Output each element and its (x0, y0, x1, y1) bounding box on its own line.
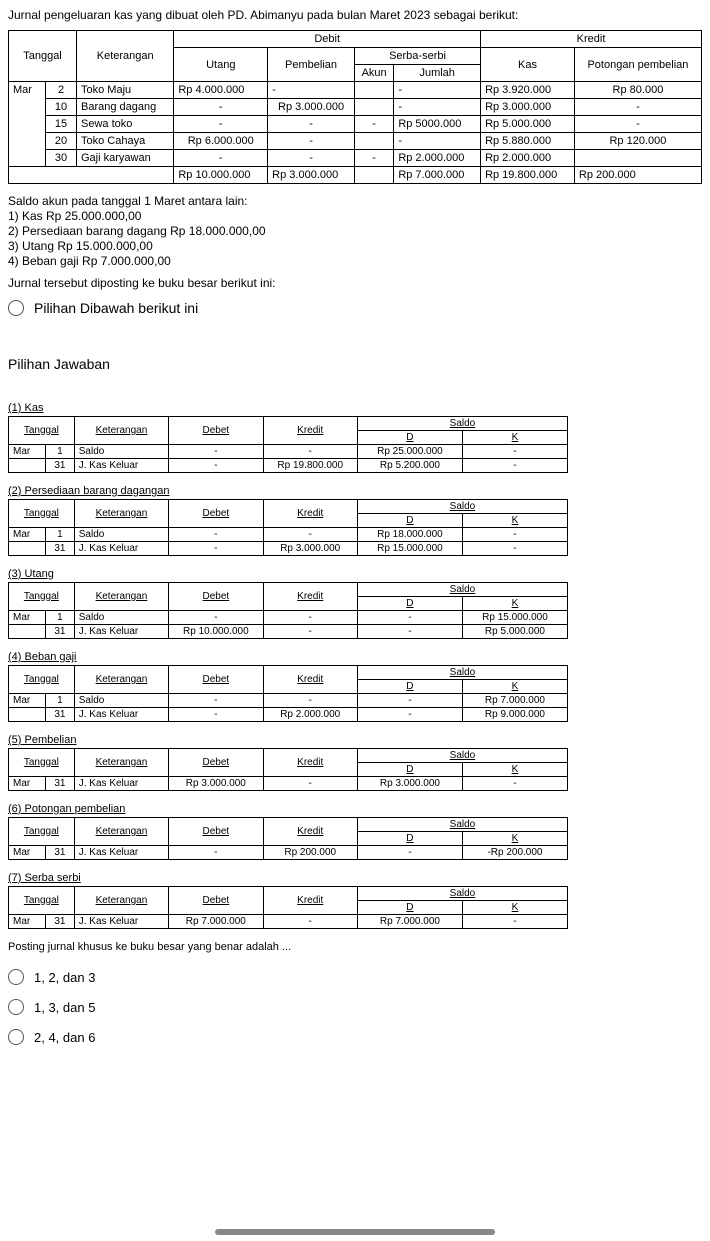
table-row: 31J. Kas Keluar-Rp 2.000.000-Rp 9.000.00… (9, 708, 568, 722)
th-debit: Debit (174, 31, 481, 48)
journal-table: Tanggal Keterangan Debit Kredit Utang Pe… (8, 30, 702, 184)
table-row: 15Sewa toko---Rp 5000.000Rp 5.000.000- (9, 116, 702, 133)
note-1: 1) Kas Rp 25.000.000,00 (8, 209, 702, 223)
ledger-block: (1) Kas TanggalKeteranganDebetKreditSald… (8, 402, 702, 473)
answer-label: 1, 3, dan 5 (34, 1000, 95, 1015)
ledger-title: (2) Persediaan barang dagangan (8, 485, 702, 497)
table-row: 20Toko CahayaRp 6.000.000--Rp 5.880.000R… (9, 133, 702, 150)
table-row: Mar2Toko MajuRp 4.000.000--Rp 3.920.000R… (9, 82, 702, 99)
radio-icon (8, 999, 24, 1015)
ledger-table: TanggalKeteranganDebetKreditSaldo DK Mar… (8, 665, 568, 722)
top-option-label: Pilihan Dibawah berikut ini (34, 300, 198, 316)
notes-head: Saldo akun pada tanggal 1 Maret antara l… (8, 194, 702, 208)
table-row: 31J. Kas Keluar-Rp 3.000.000Rp 15.000.00… (9, 542, 568, 556)
top-option[interactable]: Pilihan Dibawah berikut ini (8, 300, 702, 316)
answer-option[interactable]: 2, 4, dan 6 (8, 1029, 702, 1045)
ledger-title: (4) Beban gaji (8, 651, 702, 663)
th-akun: Akun (354, 65, 393, 82)
table-row: 10Barang dagang-Rp 3.000.000-Rp 3.000.00… (9, 99, 702, 116)
th-utang: Utang (174, 48, 268, 82)
ledger-block: (4) Beban gaji TanggalKeteranganDebetKre… (8, 651, 702, 722)
th-serba: Serba-serbi (354, 48, 480, 65)
answer-label: 1, 2, dan 3 (34, 970, 95, 985)
ledger-table: TanggalKeteranganDebetKreditSaldo DK Mar… (8, 582, 568, 639)
th-jumlah: Jumlah (394, 65, 481, 82)
table-row: 30Gaji karyawan---Rp 2.000.000Rp 2.000.0… (9, 150, 702, 167)
note-4: 4) Beban gaji Rp 7.000.000,00 (8, 254, 702, 268)
ledger-block: (6) Potongan pembelian TanggalKeterangan… (8, 803, 702, 860)
ledger-table: TanggalKeteranganDebetKreditSaldo DK Mar… (8, 886, 568, 929)
section-label: Pilihan Jawaban (8, 356, 702, 372)
answer-option[interactable]: 1, 3, dan 5 (8, 999, 702, 1015)
table-row: Mar31J. Kas KeluarRp 7.000.000-Rp 7.000.… (9, 915, 568, 929)
table-row: 31J. Kas Keluar-Rp 19.800.000Rp 5.200.00… (9, 459, 568, 473)
table-row: Mar1Saldo---Rp 7.000.000 (9, 694, 568, 708)
ledger-block: (3) Utang TanggalKeteranganDebetKreditSa… (8, 568, 702, 639)
total-ut: Rp 10.000.000 (174, 167, 268, 184)
table-row: Mar1Saldo--Rp 25.000.000- (9, 445, 568, 459)
ledger-table: TanggalKeteranganDebetKreditSaldo DK Mar… (8, 499, 568, 556)
th-kredit: Kredit (481, 31, 702, 48)
th-pembelian: Pembelian (268, 48, 355, 82)
total-ak (354, 167, 393, 184)
notes-post: Jurnal tersebut diposting ke buku besar … (8, 276, 702, 290)
radio-icon (8, 969, 24, 985)
note-3: 3) Utang Rp 15.000.000,00 (8, 239, 702, 253)
scrollbar[interactable] (215, 1229, 495, 1235)
total-jm: Rp 7.000.000 (394, 167, 481, 184)
radio-icon (8, 300, 24, 316)
ledger-title: (7) Serba serbi (8, 872, 702, 884)
answer-option[interactable]: 1, 2, dan 3 (8, 969, 702, 985)
notes-block: Saldo akun pada tanggal 1 Maret antara l… (8, 194, 702, 290)
ledger-block: (2) Persediaan barang dagangan TanggalKe… (8, 485, 702, 556)
ledger-table: TanggalKeteranganDebetKreditSaldo DK Mar… (8, 817, 568, 860)
th-ket: Keterangan (77, 31, 174, 82)
ledger-title: (6) Potongan pembelian (8, 803, 702, 815)
note-2: 2) Persediaan barang dagang Rp 18.000.00… (8, 224, 702, 238)
final-question: Posting jurnal khusus ke buku besar yang… (8, 941, 702, 953)
table-row: 31J. Kas KeluarRp 10.000.000--Rp 5.000.0… (9, 625, 568, 639)
ledger-title: (3) Utang (8, 568, 702, 580)
answer-label: 2, 4, dan 6 (34, 1030, 95, 1045)
intro-text: Jurnal pengeluaran kas yang dibuat oleh … (8, 8, 702, 22)
total-kas: Rp 19.800.000 (481, 167, 575, 184)
th-potongan: Potongan pembelian (574, 48, 701, 82)
ledger-table: TanggalKeteranganDebetKreditSaldo DK Mar… (8, 748, 568, 791)
total-pem: Rp 3.000.000 (268, 167, 355, 184)
total-pot: Rp 200.000 (574, 167, 701, 184)
ledger-title: (1) Kas (8, 402, 702, 414)
ledger-block: (5) Pembelian TanggalKeteranganDebetKred… (8, 734, 702, 791)
table-row: Mar1Saldo--Rp 18.000.000- (9, 528, 568, 542)
th-kas: Kas (481, 48, 575, 82)
ledger-block: (7) Serba serbi TanggalKeteranganDebetKr… (8, 872, 702, 929)
table-row: Mar31J. Kas Keluar-Rp 200.000--Rp 200.00… (9, 846, 568, 860)
th-tanggal: Tanggal (9, 31, 77, 82)
ledger-table: TanggalKeteranganDebetKreditSaldo DK Mar… (8, 416, 568, 473)
table-row: Mar1Saldo---Rp 15.000.000 (9, 611, 568, 625)
table-row: Mar31J. Kas KeluarRp 3.000.000-Rp 3.000.… (9, 777, 568, 791)
ledger-title: (5) Pembelian (8, 734, 702, 746)
radio-icon (8, 1029, 24, 1045)
